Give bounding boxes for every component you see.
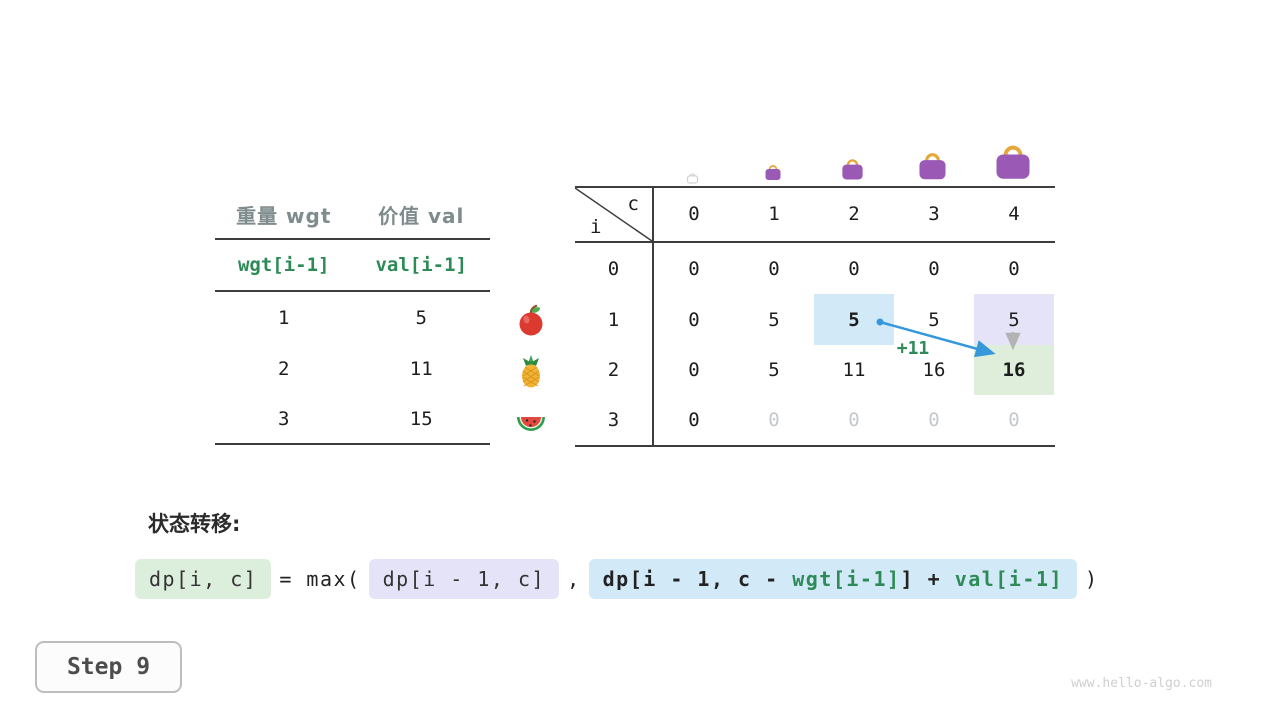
dp-cell-2-1: 5 (768, 359, 780, 381)
capacity-axis-label: c (627, 193, 639, 215)
item-axis-label: i (590, 216, 602, 238)
items-table: 重量 wgt 价值 val wgt[i-1] val[i-1] 1 5 2 11… (215, 190, 490, 445)
item-3-weight: 3 (278, 407, 290, 430)
item-1-weight: 1 (278, 306, 290, 329)
bag-xlarge-icon (991, 139, 1035, 185)
value-gain-annotation: +11 (896, 338, 930, 359)
item-1-value: 5 (415, 306, 427, 329)
weight-subheader: wgt[i-1] (237, 254, 330, 276)
formula-arg2-wgt: wgt[i-1] (792, 567, 901, 591)
col-header-2: 2 (848, 203, 860, 225)
bag-empty-icon (686, 169, 699, 188)
dp-cell-2-3: 16 (922, 359, 946, 381)
dp-cell-0-2: 0 (848, 257, 860, 280)
pineapple-icon (515, 355, 547, 389)
col-header-4: 4 (1008, 203, 1020, 225)
dp-cell-2-0: 0 (688, 359, 700, 381)
dp-cell-1-2-source-highlight: 5 (814, 294, 894, 345)
formula-arg2-part3: ] + (900, 567, 955, 591)
dp-cell-3-1: 0 (768, 409, 780, 431)
formula-arg2-chip: dp[i - 1, c - wgt[i-1]] + val[i-1] (588, 559, 1078, 599)
dp-cell-0-3: 0 (928, 257, 940, 280)
watermelon-icon (515, 406, 547, 440)
dp-cell-1-4-compare-highlight: 5 (974, 294, 1054, 345)
dp-cell-3-4: 0 (1008, 409, 1020, 431)
state-transition-label: 状态转移: (148, 512, 241, 536)
item-2-weight: 2 (278, 357, 290, 380)
row-label-0: 0 (575, 243, 654, 294)
watermark: www.hello-algo.com (1071, 676, 1212, 691)
dp-cell-0-1: 0 (768, 257, 780, 280)
dp-cell-1-3: 5 (928, 308, 940, 331)
dp-cell-2-4-result-highlight: 16 (974, 345, 1054, 395)
dp-cell-1-0: 0 (688, 308, 700, 331)
row-label-2: 2 (575, 345, 654, 395)
dp-table-header-row: c i 0 1 2 3 4 (575, 186, 1055, 243)
dp-table-body: 0 0 0 0 0 0 1 0 5 5 5 5 2 0 5 11 16 (575, 243, 1055, 447)
col-header-1: 1 (768, 203, 780, 225)
bag-small-icon (763, 162, 783, 185)
step-indicator: Step 9 (35, 641, 182, 693)
item-2-value: 11 (409, 357, 433, 380)
dp-table: c i 0 1 2 3 4 0 0 0 0 0 0 1 0 5 5 5 (575, 186, 1055, 447)
formula-comma: , (567, 567, 581, 591)
formula-equals-max: = max( (279, 567, 361, 591)
col-header-0: 0 (688, 203, 700, 225)
formula-lhs-chip: dp[i, c] (135, 559, 272, 599)
formula-arg2-part1: dp[i - 1, c - (602, 567, 793, 591)
corner-diagonal-line (575, 188, 652, 241)
dp-cell-2-2: 11 (842, 359, 866, 381)
row-label-3: 3 (575, 395, 654, 445)
dp-cell-0-4: 0 (1008, 257, 1020, 280)
bag-large-icon (915, 148, 950, 185)
state-transition-formula: dp[i, c] = max( dp[i - 1, c] , dp[i - 1,… (135, 559, 1107, 599)
weight-column-header: 重量 wgt (236, 203, 332, 228)
items-table-header-row: 重量 wgt 价值 val (215, 190, 490, 240)
apple-icon (515, 304, 547, 338)
formula-close-paren: ) (1085, 567, 1099, 591)
item-row-2: 2 11 (215, 343, 490, 394)
dp-cell-1-1: 5 (768, 308, 780, 331)
dp-row-3: 3 0 0 0 0 0 (575, 395, 1055, 445)
col-header-3: 3 (928, 203, 940, 225)
dp-row-1: 1 0 5 5 5 5 (575, 294, 1055, 345)
dp-cell-3-3: 0 (928, 409, 940, 431)
item-row-1: 1 5 (215, 292, 490, 343)
bag-medium-icon (839, 155, 866, 185)
formula-arg2-val: val[i-1] (954, 567, 1064, 591)
dp-row-0: 0 0 0 0 0 0 (575, 243, 1055, 294)
item-row-3: 3 15 (215, 394, 490, 445)
item-3-value: 15 (409, 407, 433, 430)
dp-cell-0-0: 0 (688, 257, 700, 280)
row-label-1: 1 (575, 294, 654, 345)
items-table-subheader-row: wgt[i-1] val[i-1] (215, 240, 490, 292)
value-subheader: val[i-1] (375, 254, 467, 276)
value-column-header: 价值 val (378, 203, 465, 228)
dp-row-2: 2 0 5 11 16 16 (575, 345, 1055, 395)
dp-corner-cell: c i (575, 188, 654, 241)
dp-cell-3-0: 0 (688, 409, 700, 431)
dp-cell-3-2: 0 (848, 409, 860, 431)
formula-arg1-chip: dp[i - 1, c] (368, 559, 560, 599)
